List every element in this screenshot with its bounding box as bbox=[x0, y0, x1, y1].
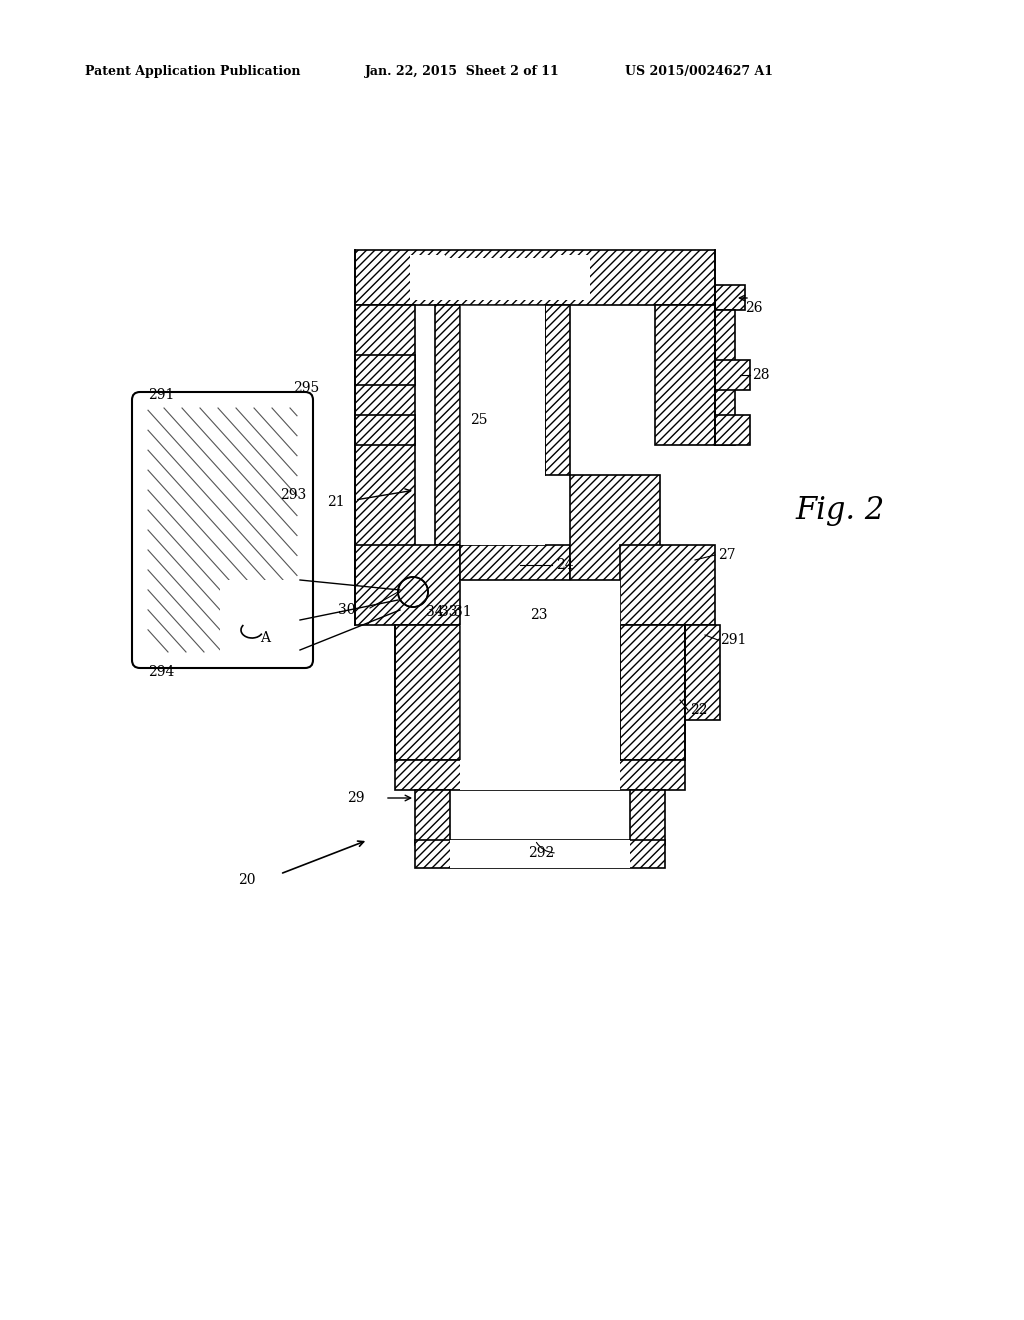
Text: US 2015/0024627 A1: US 2015/0024627 A1 bbox=[625, 66, 773, 78]
Text: 23: 23 bbox=[530, 609, 548, 622]
Text: 291: 291 bbox=[720, 634, 746, 647]
Bar bbox=[655, 305, 715, 445]
Bar bbox=[445, 257, 555, 300]
Text: 292: 292 bbox=[528, 846, 554, 861]
Bar bbox=[460, 305, 545, 545]
Bar bbox=[715, 414, 750, 445]
Text: 34: 34 bbox=[426, 605, 443, 619]
Bar bbox=[555, 255, 590, 300]
Text: A: A bbox=[260, 631, 270, 645]
Text: 25: 25 bbox=[470, 413, 487, 426]
Bar bbox=[355, 305, 415, 579]
Text: 28: 28 bbox=[752, 368, 769, 381]
Bar bbox=[220, 579, 298, 655]
Bar bbox=[620, 624, 685, 760]
Bar bbox=[460, 545, 570, 579]
Bar bbox=[630, 789, 665, 845]
Bar bbox=[395, 624, 460, 760]
Text: 21: 21 bbox=[327, 495, 345, 510]
Bar bbox=[450, 840, 630, 869]
Bar bbox=[570, 475, 660, 579]
Bar bbox=[715, 360, 750, 389]
Bar bbox=[415, 789, 450, 845]
FancyBboxPatch shape bbox=[132, 392, 313, 668]
Text: 31: 31 bbox=[454, 605, 472, 619]
Text: 294: 294 bbox=[148, 665, 174, 678]
Bar bbox=[460, 624, 620, 760]
Text: Patent Application Publication: Patent Application Publication bbox=[85, 66, 300, 78]
Bar bbox=[415, 840, 665, 869]
Text: 27: 27 bbox=[718, 548, 735, 562]
Bar bbox=[715, 285, 745, 310]
Text: 26: 26 bbox=[745, 301, 763, 315]
Text: 29: 29 bbox=[347, 791, 365, 805]
Bar bbox=[355, 249, 715, 305]
Text: 295: 295 bbox=[293, 381, 319, 395]
Bar bbox=[460, 579, 620, 624]
Circle shape bbox=[398, 577, 428, 607]
Bar bbox=[685, 624, 720, 719]
Bar bbox=[355, 355, 415, 385]
Bar bbox=[355, 545, 460, 624]
Text: 30: 30 bbox=[338, 603, 355, 616]
Text: 293: 293 bbox=[280, 488, 306, 502]
Bar bbox=[435, 305, 460, 545]
Text: Jan. 22, 2015  Sheet 2 of 11: Jan. 22, 2015 Sheet 2 of 11 bbox=[365, 66, 560, 78]
Bar bbox=[355, 414, 415, 445]
Bar bbox=[715, 310, 735, 445]
Text: 22: 22 bbox=[690, 704, 708, 717]
Bar bbox=[410, 255, 445, 300]
Bar bbox=[620, 545, 715, 624]
Text: 33: 33 bbox=[440, 605, 458, 619]
Text: 24: 24 bbox=[556, 558, 573, 572]
Text: 291: 291 bbox=[148, 388, 174, 403]
Text: Fig. 2: Fig. 2 bbox=[795, 495, 885, 525]
Bar bbox=[460, 760, 620, 789]
Text: 20: 20 bbox=[238, 873, 256, 887]
Bar bbox=[545, 305, 570, 475]
Bar bbox=[395, 760, 685, 789]
